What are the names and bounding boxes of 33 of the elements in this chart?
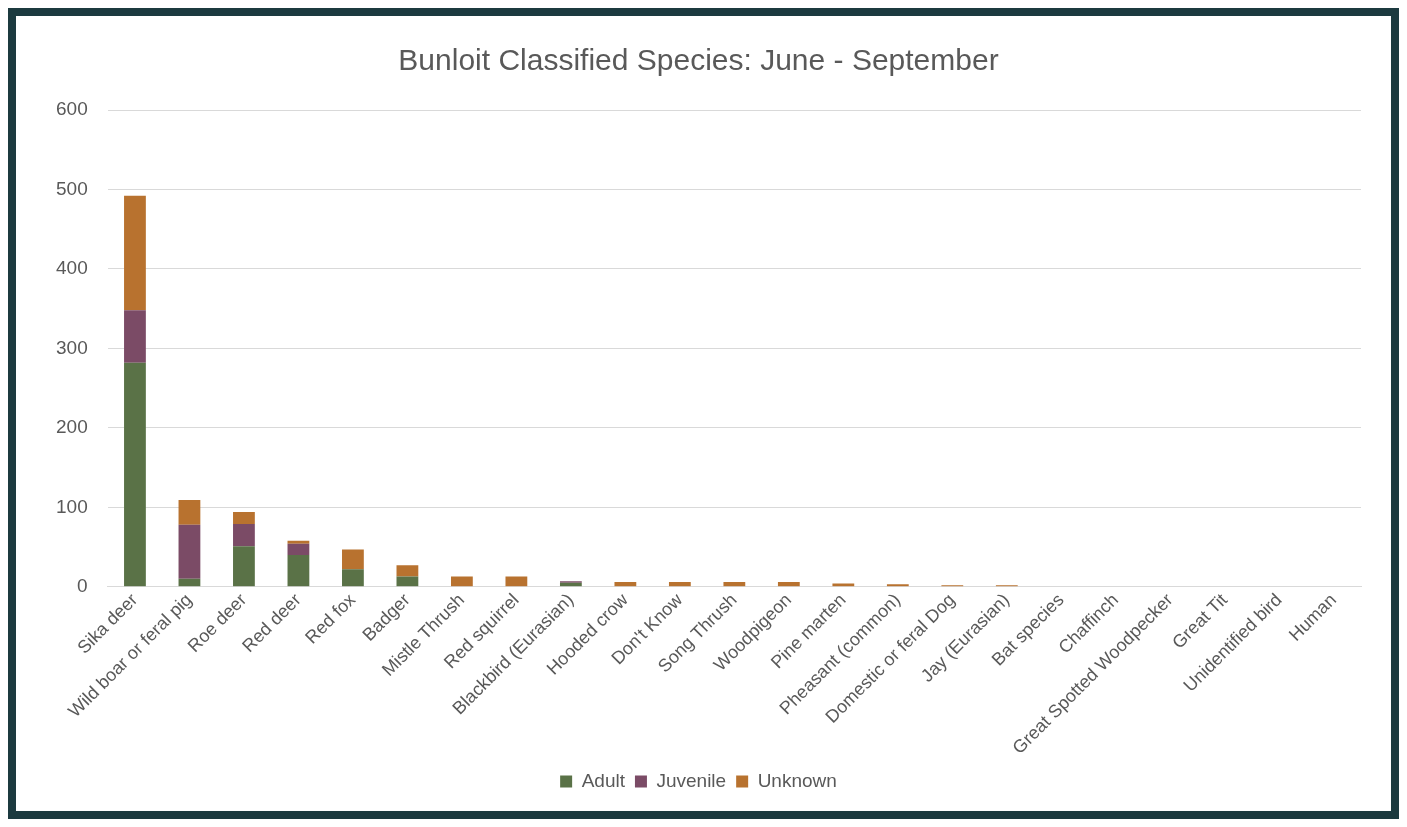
bar [233, 546, 255, 587]
chart-title: Bunloit Classified Species: June - September [398, 43, 999, 77]
y-tick-label: 0 [77, 574, 88, 596]
bar [668, 581, 691, 587]
bar [342, 549, 364, 570]
bar [396, 576, 419, 587]
bar [124, 362, 146, 587]
bar [124, 310, 146, 363]
legend-label: Juvenile [656, 769, 727, 791]
bar [777, 581, 800, 587]
bar [723, 581, 746, 587]
bar [178, 524, 201, 579]
y-tick-label: 300 [56, 336, 88, 358]
bar [451, 576, 473, 587]
bar [505, 576, 528, 587]
y-tick-label: 500 [56, 177, 88, 199]
legend-label: Unknown [757, 769, 837, 791]
bar [178, 500, 201, 525]
bar [287, 540, 310, 544]
y-tick-label: 100 [56, 495, 88, 517]
bar [287, 543, 310, 555]
bar [178, 578, 201, 587]
bar [342, 569, 364, 587]
y-tick-label: 400 [56, 257, 88, 279]
bar [233, 523, 255, 547]
bar [287, 554, 310, 587]
bar [124, 195, 146, 311]
y-tick-label: 600 [56, 98, 88, 120]
bar [396, 565, 419, 577]
y-tick-label: 200 [56, 416, 88, 438]
bar [233, 512, 255, 524]
legend-label: Adult [581, 769, 626, 791]
bar [614, 581, 637, 587]
